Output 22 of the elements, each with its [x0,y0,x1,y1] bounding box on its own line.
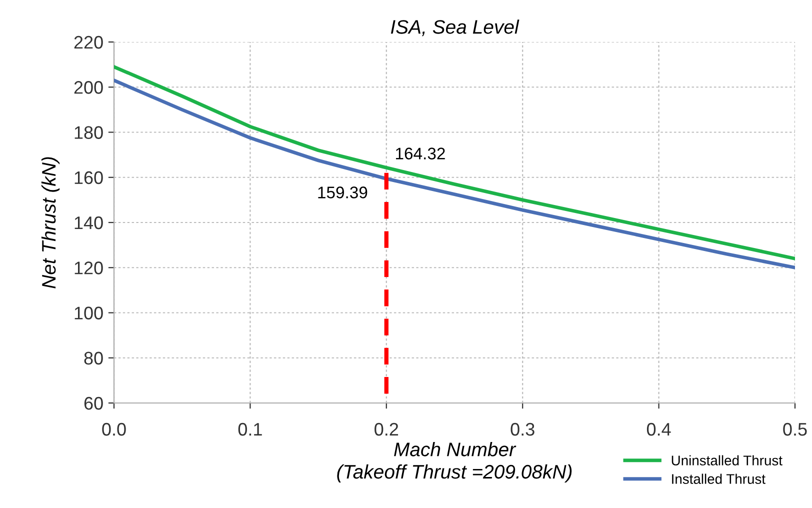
y-tick-label: 80 [84,352,103,365]
y-tick-label: 200 [74,81,103,94]
legend-label: Installed Thrust [672,474,766,484]
x-tick-label: 0.0 [102,422,126,436]
y-tick-label: 140 [74,216,103,230]
annotation: 164.32 [396,148,445,160]
y-tick-label: 100 [74,306,103,320]
y-tick-label: 180 [74,126,103,139]
x-tick-label: 0.1 [238,422,262,436]
y-tick-label: 120 [74,262,103,274]
y-tick-label: 160 [74,171,103,184]
y-tick-label: 220 [74,36,103,49]
y-tick-label: 60 [84,396,103,410]
legend-label: Uninstalled Thrust [672,455,782,466]
x-tick-label: 0.2 [374,422,398,436]
x-tick-label: 0.3 [510,422,534,436]
chart-title: ISA, Sea Level [390,20,520,36]
annotation: 159.39 [318,186,368,198]
y-axis-title: Net Thrust (kN) [41,157,60,288]
x-tick-label: 0.5 [783,422,807,436]
x-tick-label: 0.4 [646,422,671,436]
x-axis-title: Mach Number (Takeoff Thrust =209.08kN) [337,442,572,483]
